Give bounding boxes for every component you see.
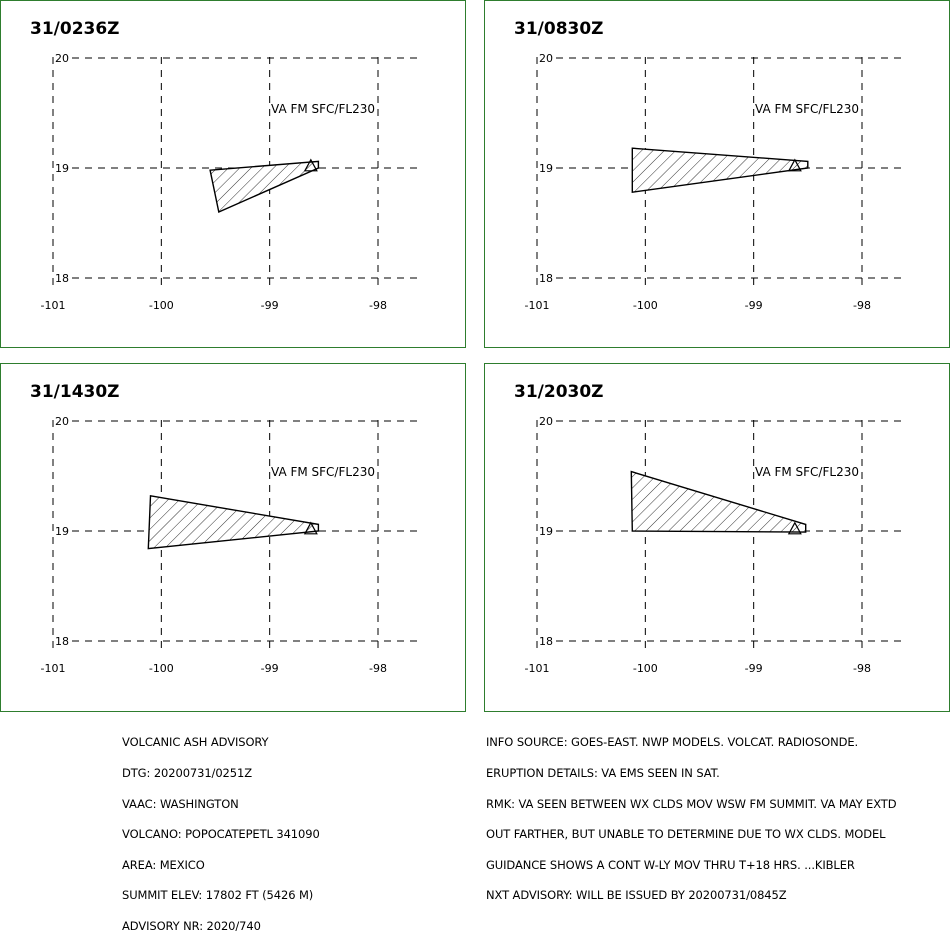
advisory-right-line: OUT FARTHER, BUT UNABLE TO DETERMINE DUE…	[486, 827, 886, 842]
advisory-left-line: VOLCANIC ASH ADVISORY	[122, 735, 269, 750]
x-tick-label: -101	[41, 662, 66, 675]
advisory-right-line: RMK: VA SEEN BETWEEN WX CLDS MOV WSW FM …	[486, 796, 897, 811]
forecast-panel: 20 19 18 -101 -100 -99 -98 31/1430Z VA FM SFC/FL…	[0, 363, 466, 712]
advisory-left-line: ADVISORY NR: 2020/740	[122, 918, 261, 933]
advisory-right-line: NXT ADVISORY: WILL BE ISSUED BY 20200731…	[486, 888, 787, 903]
y-tick-label: 20	[539, 415, 553, 428]
advisory-left-line: VAAC: WASHINGTON	[122, 796, 239, 811]
advisory-left-line: VOLCANO: POPOCATEPETL 341090	[122, 827, 320, 842]
advisory-left-line: AREA: MEXICO	[122, 857, 205, 872]
volcano-icon	[303, 158, 318, 172]
y-tick-label: 19	[539, 525, 553, 538]
x-tick-label: -98	[369, 662, 387, 675]
ash-cloud-polygon	[147, 494, 320, 550]
y-tick-label: 19	[55, 525, 69, 538]
panel-frame	[484, 363, 950, 712]
x-tick-label: -100	[149, 299, 174, 312]
x-tick-label: -98	[369, 299, 387, 312]
y-tick-label: 18	[55, 635, 69, 648]
volcano-icon	[303, 521, 318, 535]
y-tick-label: 20	[55, 415, 69, 428]
x-tick-label: -100	[633, 299, 658, 312]
advisory-left-line: DTG: 20200731/0251Z	[122, 766, 252, 780]
x-tick-label: -98	[853, 299, 871, 312]
x-tick-label: -100	[149, 662, 174, 675]
x-tick-label: -98	[853, 662, 871, 675]
advisory-right-line: GUIDANCE SHOWS A CONT W-LY MOV THRU T+18…	[486, 857, 855, 872]
ash-cloud-polygon	[631, 147, 809, 194]
x-tick-label: -99	[261, 299, 279, 312]
ash-layer-label: VA FM SFC/FL230	[755, 102, 859, 116]
advisory-right-line: ERUPTION DETAILS: VA EMS SEEN IN SAT.	[486, 766, 720, 780]
y-tick-label: 19	[539, 162, 553, 175]
advisory-right-line: INFO SOURCE: GOES-EAST. NWP MODELS. VOLC…	[486, 735, 859, 750]
panel-title: 31/1430Z	[30, 382, 120, 402]
advisory-right-text: INFO SOURCE: GOES-EAST. NWP MODELS. VOLC…	[486, 717, 897, 911]
y-tick-label: 18	[539, 635, 553, 648]
ash-cloud-polygon	[630, 470, 807, 533]
forecast-panel: 20 19 18 -101 -100 -99 -98 31/2030Z VA FM SFC/FL…	[484, 363, 950, 712]
ash-layer-label: VA FM SFC/FL230	[755, 465, 859, 479]
advisory-left-line: SUMMIT ELEV: 17802 FT (5426 M)	[122, 888, 314, 903]
forecast-charts: 20 19 18 -101 -100 -99 -98 31/0236Z VA FM SFC/FL…	[0, 0, 950, 712]
x-tick-label: -100	[633, 662, 658, 675]
y-tick-label: 18	[55, 272, 69, 285]
panel-title: 31/0830Z	[514, 19, 604, 39]
volcano-icon	[787, 158, 802, 172]
x-tick-label: -99	[745, 662, 763, 675]
volcano-icon	[787, 521, 802, 535]
panel-title: 31/2030Z	[514, 382, 604, 402]
x-tick-label: -101	[525, 662, 550, 675]
advisory-left-text: VOLCANIC ASH ADVISORY DTG: 20200731/0251…	[122, 717, 320, 941]
forecast-panel: 20 19 18 -101 -100 -99 -98 31/0236Z VA FM SFC/FL…	[0, 0, 466, 348]
x-tick-label: -99	[745, 299, 763, 312]
ash-cloud-polygon	[209, 160, 320, 213]
panel-title: 31/0236Z	[30, 19, 120, 39]
y-tick-label: 20	[55, 52, 69, 65]
x-tick-label: -101	[525, 299, 550, 312]
x-tick-label: -101	[41, 299, 66, 312]
ash-layer-label: VA FM SFC/FL230	[271, 102, 375, 116]
y-tick-label: 19	[55, 162, 69, 175]
x-tick-label: -99	[261, 662, 279, 675]
y-tick-label: 20	[539, 52, 553, 65]
forecast-panel: 20 19 18 -101 -100 -99 -98 31/0830Z VA FM SFC/FL…	[484, 0, 950, 348]
y-tick-label: 18	[539, 272, 553, 285]
ash-layer-label: VA FM SFC/FL230	[271, 465, 375, 479]
